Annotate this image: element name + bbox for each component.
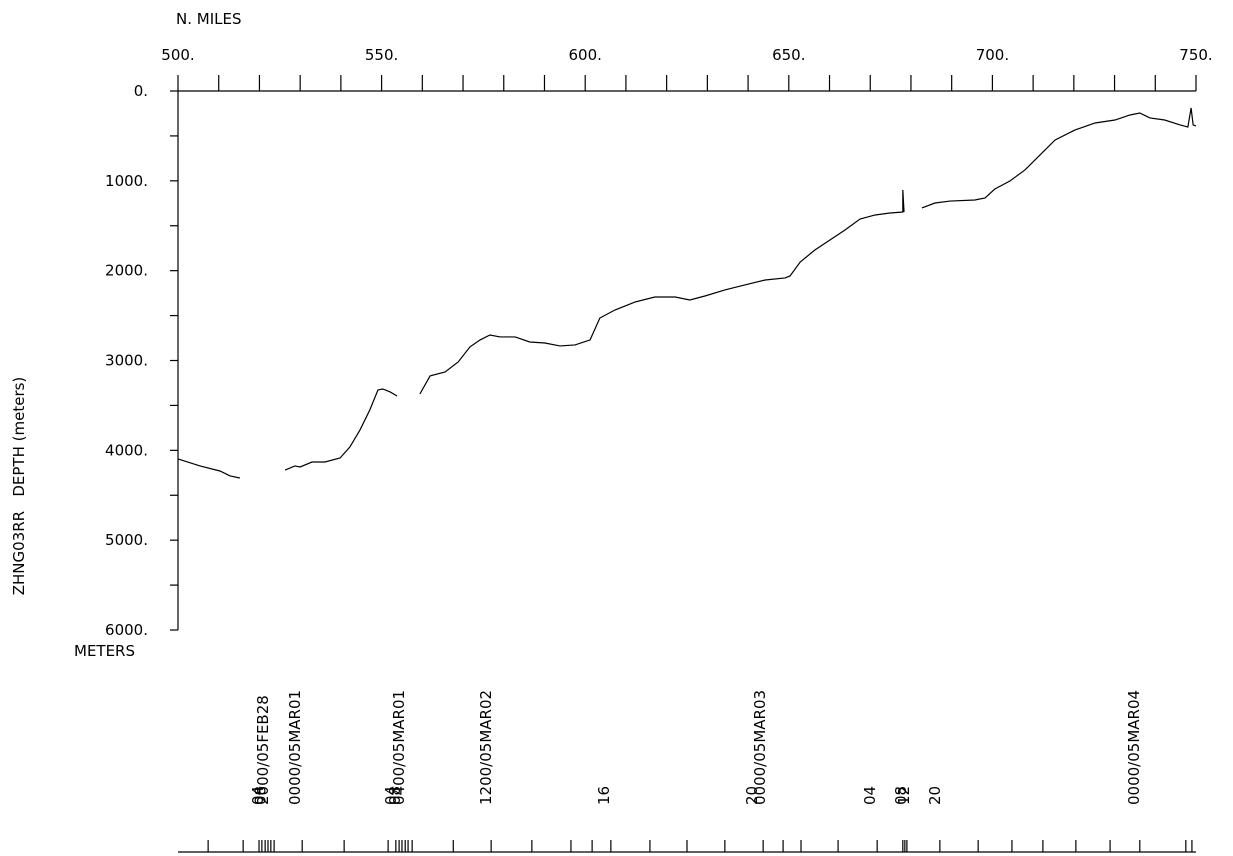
time-label: 2000/05FEB28 [254,695,272,805]
time-label: 08 [892,786,910,805]
y-tick-label: 1000. [105,172,148,190]
time-label: 0000/05MAR04 [1125,690,1143,805]
time-label: 0400/05MAR01 [390,690,408,805]
x-tick-label: 750. [1179,46,1212,64]
x-tick-label: 650. [772,46,805,64]
time-label: 0000/05MAR03 [751,690,769,805]
y-tick-label: 5000. [105,531,148,549]
time-label: 20 [743,786,761,805]
y-tick-label: 2000. [105,262,148,280]
time-label: 08 [251,786,269,805]
y-axis-title: ZHNG03RR DEPTH (meters) [10,377,28,596]
x-axis-title: N. MILES [176,10,241,28]
y-unit-label: METERS [74,642,135,660]
x-tick-label: 500. [161,46,194,64]
time-label: 04 [861,786,879,805]
x-tick-label: 700. [976,46,1009,64]
x-tick-label: 550. [365,46,398,64]
y-tick-label: 4000. [105,441,148,459]
time-label: 12 [895,786,913,805]
y-tick-label: 3000. [105,352,148,370]
x-tick-label: 600. [568,46,601,64]
time-label: 08 [386,786,404,805]
y-tick-label: 0. [134,82,148,100]
depth-line [177,107,1197,479]
time-label: 16 [595,786,613,805]
time-label: 04 [249,786,267,805]
time-label: 0000/05MAR01 [286,690,304,805]
time-label: 1200/05MAR02 [477,690,495,805]
time-label: 20 [926,786,944,805]
time-label: 04 [382,786,400,805]
y-tick-label: 6000. [105,621,148,639]
